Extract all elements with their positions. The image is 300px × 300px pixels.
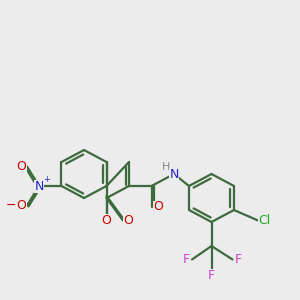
Text: Cl: Cl <box>259 214 271 227</box>
Text: −: − <box>5 199 16 212</box>
Text: N: N <box>34 179 44 193</box>
Text: F: F <box>183 253 190 266</box>
Text: O: O <box>124 214 133 227</box>
Text: O: O <box>153 200 163 214</box>
Text: +: + <box>43 175 50 184</box>
Text: O: O <box>17 199 26 212</box>
Text: F: F <box>208 269 215 282</box>
Text: O: O <box>17 160 26 173</box>
Text: F: F <box>234 253 242 266</box>
Text: N: N <box>169 167 179 181</box>
Text: H: H <box>162 161 171 172</box>
Text: O: O <box>102 214 111 227</box>
